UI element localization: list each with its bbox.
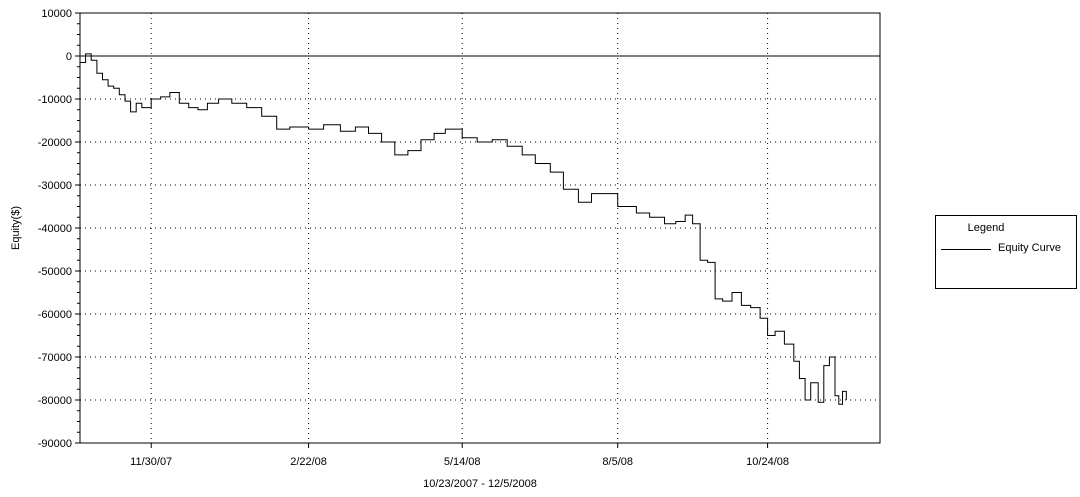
y-axis-title: Equity($) [10,206,22,250]
x-tick-label: 2/22/08 [290,456,327,468]
y-tick-label: 10000 [41,8,72,20]
y-tick-label: -40000 [38,223,72,235]
y-tick-label: -10000 [38,94,72,106]
legend-label: Equity Curve [998,242,1061,254]
y-tick-label: -90000 [38,438,72,450]
x-tick-label: 10/24/08 [746,456,789,468]
y-tick-label: -30000 [38,180,72,192]
x-axis: 11/30/07 2/22/08 5/14/08 8/5/08 10/24/08 [130,443,789,468]
x-tick-label: 11/30/07 [130,456,172,468]
x-axis-title: 10/23/2007 - 12/5/2008 [423,478,537,490]
y-tick-label: -20000 [38,137,72,149]
x-tick-label: 8/5/08 [602,456,633,468]
legend-swatch [941,249,991,250]
y-axis: 10000 0 -10000 -20000 -30000 -40000 -50000 -600… [38,8,80,450]
equity-curve-line [80,53,847,405]
y-tick-label: -70000 [38,352,72,364]
legend-title: Legend [967,222,1005,234]
y-tick-label: -60000 [38,309,72,321]
y-tick-label: -80000 [38,395,72,407]
y-tick-label: -50000 [38,266,72,278]
y-tick-label: 0 [66,51,72,63]
legend-item-equity-curve: Equity Curve [941,242,1076,256]
x-tick-label: 5/14/08 [444,456,481,468]
legend: Legend Equity Curve [935,215,1077,289]
